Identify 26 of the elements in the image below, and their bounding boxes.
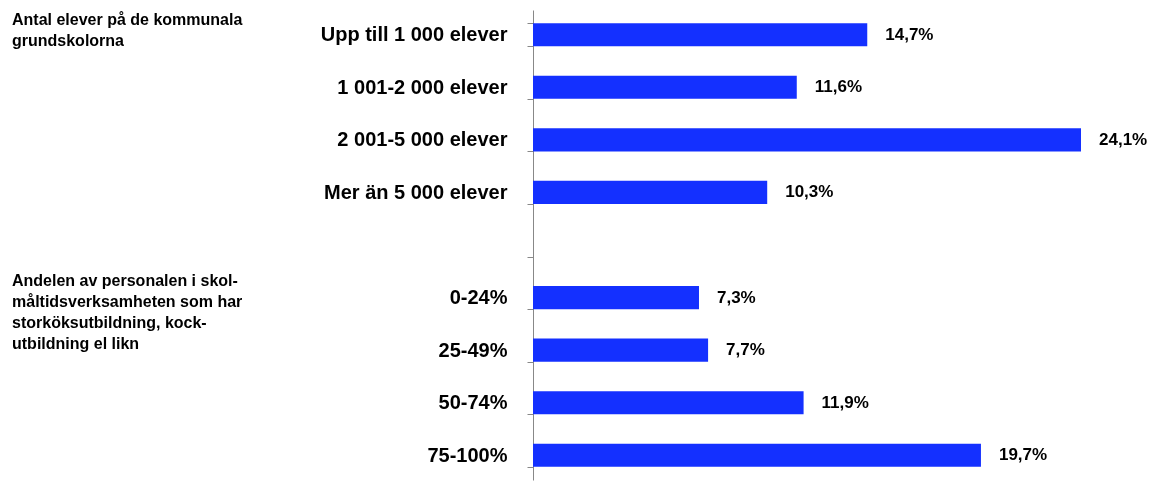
y-tick-label: 1 001-2 000 elever (337, 75, 508, 98)
bar (533, 23, 868, 47)
data-label: 10,3% (785, 182, 834, 202)
y-tick-label: 50-74% (438, 391, 508, 414)
bar (533, 128, 1081, 152)
text: Andelen av personalen i skol-måltidsverksamheten som har storköksutbildning, kock-utbildning el likn (12, 272, 243, 353)
data-label: 11,6% (814, 77, 863, 97)
y-tick-label: 25-49% (438, 338, 508, 361)
y-tick-label: 0-24% (449, 286, 508, 309)
data-label: 7,7% (726, 340, 765, 360)
bar (533, 443, 981, 467)
data-label: 7,3% (716, 287, 756, 307)
bar (533, 286, 699, 310)
y-tick-label: 75-100% (427, 443, 508, 466)
y-tick-label: Upp till 1 000 elever (320, 23, 508, 46)
data-label: 19,7% (998, 445, 1048, 465)
bar (533, 391, 804, 415)
bar (533, 180, 768, 204)
y-tick-label: 2 001-5 000 elever (337, 128, 508, 151)
text: Antal elever på de kommunala grundskolorna (12, 11, 243, 49)
y-tick-label: Mer än 5 000 elever (324, 180, 508, 203)
bar (533, 338, 709, 362)
data-label: 24,1% (1099, 129, 1148, 149)
bar (533, 75, 797, 99)
data-label: 11,9% (821, 392, 869, 412)
data-label: 14,7% (885, 24, 934, 44)
